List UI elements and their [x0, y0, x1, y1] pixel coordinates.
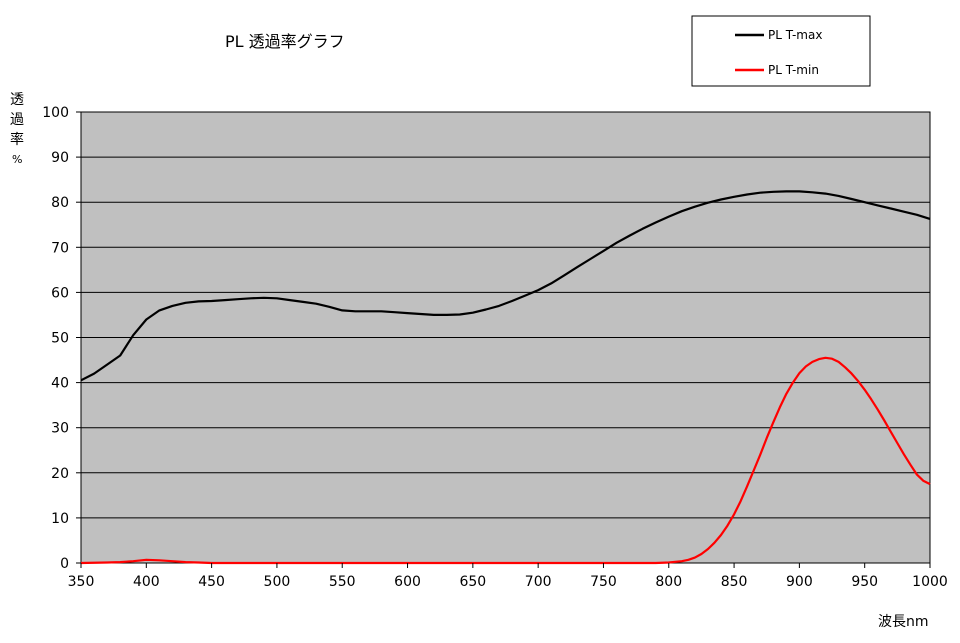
x-tick-label: 350	[68, 574, 95, 590]
y-tick-label: 10	[51, 511, 69, 527]
x-tick-label: 600	[394, 574, 421, 590]
series-line-tmin	[80, 356, 931, 565]
x-tick-label: 550	[329, 574, 356, 590]
legend-box	[691, 15, 871, 87]
y-tick-label: 30	[51, 421, 69, 437]
y-tick-label: 0	[60, 556, 69, 572]
y-tick-label: 40	[51, 376, 69, 392]
x-tick-label: 400	[133, 574, 160, 590]
legend-label-tmin: PL T-min	[768, 63, 819, 77]
x-tick-label: 850	[721, 574, 748, 590]
gridlines	[81, 156, 930, 519]
series-layer	[80, 190, 931, 565]
y-axis-label-char-4: %	[12, 153, 22, 166]
x-tick-label: 450	[198, 574, 225, 590]
x-tick-label: 1000	[912, 574, 948, 590]
series-line-tmax	[80, 190, 931, 382]
chart-title: PL 透過率グラフ	[225, 32, 345, 51]
x-tick-label: 500	[264, 574, 291, 590]
x-tick-label: 650	[459, 574, 486, 590]
y-axis-label-char-3: 率	[10, 131, 24, 148]
x-axis-label: 波長nm	[878, 614, 929, 630]
y-tick-label: 90	[51, 150, 69, 166]
x-tick-label: 800	[655, 574, 682, 590]
legend: PL T-max PL T-min	[691, 15, 871, 87]
y-tick-label: 50	[51, 331, 69, 347]
legend-label-tmax: PL T-max	[768, 28, 822, 42]
x-axis-ticks: 350 400 450 500 550 600 650 700 750 800 850 900 950 1…	[68, 563, 948, 590]
y-axis-label-char-2: 過	[10, 112, 24, 128]
y-tick-label: 20	[51, 466, 69, 482]
y-axis-ticks: 0 10 20 30 40 50 60 70 80 90 100	[42, 105, 81, 572]
x-tick-label: 950	[851, 574, 878, 590]
x-tick-label: 700	[525, 574, 552, 590]
y-tick-label: 60	[51, 285, 69, 301]
x-tick-label: 750	[590, 574, 617, 590]
y-axis-label-char-1: 透	[10, 92, 24, 108]
y-tick-label: 100	[42, 105, 69, 121]
y-axis-label: 透 過 率 %	[10, 92, 24, 166]
y-tick-label: 80	[51, 195, 69, 211]
y-tick-label: 70	[51, 240, 69, 256]
x-tick-label: 900	[786, 574, 813, 590]
